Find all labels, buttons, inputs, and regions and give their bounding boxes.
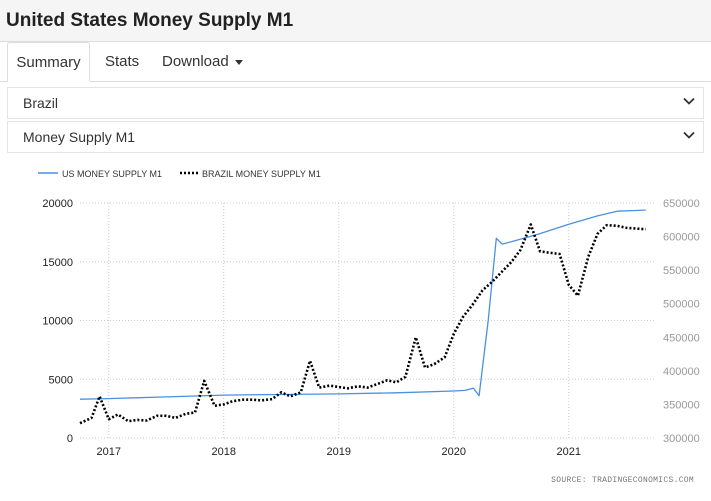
y-left-tick-label: 10000 (42, 316, 73, 328)
grid (80, 202, 655, 439)
caret-down-icon (234, 59, 243, 65)
country-select[interactable]: Brazil (7, 87, 704, 119)
page-title: United States Money Supply M1 (6, 10, 294, 31)
line-chart: 0 5000 10000 15000 20000 300000 350000 400000 45… (38, 169, 700, 485)
y-right-tick-label: 350000 (663, 399, 700, 411)
indicator-select[interactable]: Money Supply M1 (7, 121, 704, 153)
y-left-tick-label: 20000 (42, 198, 73, 210)
tab-stats[interactable]: Stats (105, 53, 140, 70)
title-bar: United States Money Supply M1 (0, 0, 711, 42)
series (79, 209, 646, 425)
brazil-money-supply-line (79, 223, 646, 425)
legend-us-label: US MONEY SUPPLY M1 (62, 169, 162, 179)
indicator-select-value: Money Supply M1 (23, 129, 136, 145)
x-tick-label: 2017 (97, 446, 121, 458)
us-money-supply-line (79, 209, 646, 400)
y-left-tick-label: 0 (67, 433, 73, 445)
x-tick-label: 2018 (212, 446, 236, 458)
tab-download[interactable]: Download (162, 42, 243, 82)
y-right-tick-label: 600000 (663, 232, 700, 244)
tab-bar: Summary Stats Download (0, 42, 711, 82)
x-tick-label: 2021 (557, 446, 581, 458)
y-right-tick-label: 550000 (663, 265, 700, 277)
chevron-down-icon (683, 131, 695, 139)
legend-brazil-label: BRAZIL MONEY SUPPLY M1 (202, 169, 321, 179)
legend: US MONEY SUPPLY M1 BRAZIL MONEY SUPPLY M… (38, 169, 321, 179)
y-left-tick-label: 5000 (49, 374, 73, 386)
y-left-tick-label: 15000 (42, 257, 73, 269)
country-select-value: Brazil (23, 95, 59, 111)
axes: 0 5000 10000 15000 20000 300000 350000 400000 45… (42, 198, 699, 458)
y-right-tick-label: 300000 (663, 433, 700, 445)
tab-summary[interactable]: Summary (7, 42, 90, 82)
tab-download-label: Download (162, 53, 229, 70)
source-label: SOURCE: TRADINGECONOMICS.COM (551, 476, 694, 485)
chevron-down-icon (683, 97, 695, 105)
y-right-tick-label: 450000 (663, 332, 700, 344)
y-right-tick-label: 400000 (663, 366, 700, 378)
x-tick-label: 2019 (327, 446, 351, 458)
y-right-tick-label: 650000 (663, 198, 700, 210)
x-tick-label: 2020 (442, 446, 466, 458)
y-right-tick-label: 500000 (663, 299, 700, 311)
chart-area: 0 5000 10000 15000 20000 300000 350000 400000 45… (0, 155, 711, 495)
